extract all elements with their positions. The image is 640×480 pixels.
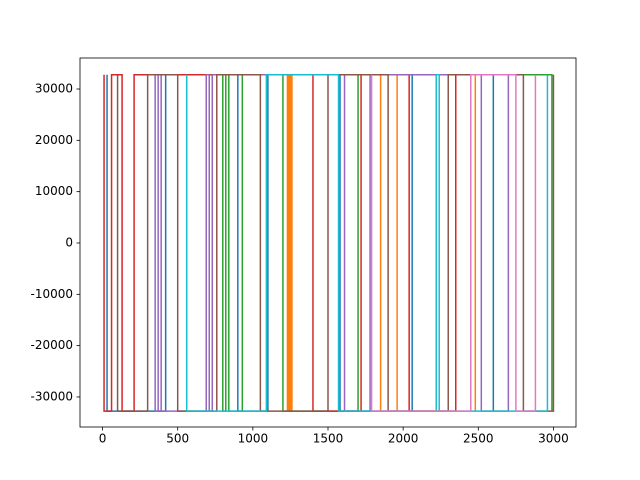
x-tick-label: 3000	[538, 432, 569, 446]
series-line	[103, 74, 457, 412]
series-line	[106, 74, 495, 412]
y-tick-label: -30000	[30, 389, 73, 403]
x-tick-label: 1000	[238, 432, 269, 446]
y-tick-label: 10000	[35, 184, 73, 198]
y-tick-label: 30000	[35, 82, 73, 96]
series-line	[370, 74, 537, 412]
x-tick-label: 1500	[313, 432, 344, 446]
series-line	[116, 74, 555, 412]
series-line	[222, 74, 553, 412]
y-tick-label: 20000	[35, 133, 73, 147]
x-tick-label: 500	[166, 432, 189, 446]
series-line	[286, 74, 477, 412]
y-tick-label: 0	[65, 235, 73, 249]
y-tick-label: -10000	[30, 287, 73, 301]
y-tick-label: -20000	[30, 338, 73, 352]
x-tick-label: 0	[99, 432, 107, 446]
x-tick-label: 2000	[388, 432, 419, 446]
x-tick-label: 2500	[463, 432, 494, 446]
